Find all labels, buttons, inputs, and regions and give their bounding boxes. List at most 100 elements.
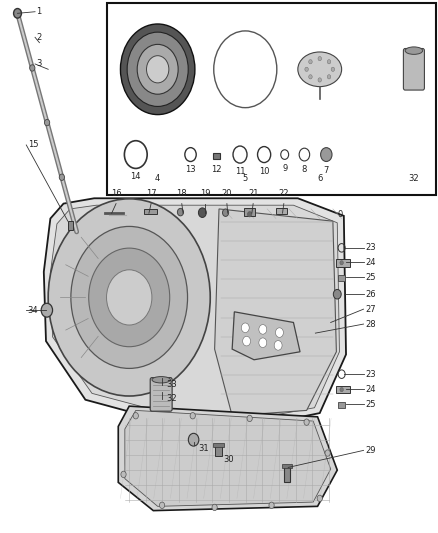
Text: 19: 19 bbox=[200, 189, 210, 198]
Circle shape bbox=[317, 495, 322, 502]
Circle shape bbox=[247, 415, 252, 422]
Circle shape bbox=[309, 75, 312, 79]
Circle shape bbox=[340, 387, 343, 392]
Circle shape bbox=[276, 328, 283, 337]
Circle shape bbox=[48, 199, 210, 396]
Text: 6: 6 bbox=[317, 174, 322, 183]
Circle shape bbox=[325, 450, 330, 456]
Bar bbox=[144, 209, 157, 214]
Bar bbox=[244, 208, 255, 216]
FancyBboxPatch shape bbox=[403, 49, 424, 90]
Text: 24: 24 bbox=[366, 385, 376, 393]
Circle shape bbox=[318, 78, 321, 82]
Text: 30: 30 bbox=[223, 455, 234, 464]
Polygon shape bbox=[44, 198, 346, 426]
Circle shape bbox=[212, 504, 217, 511]
Polygon shape bbox=[50, 205, 339, 418]
Circle shape bbox=[41, 303, 53, 317]
Bar bbox=[276, 208, 287, 214]
Circle shape bbox=[318, 56, 321, 61]
Text: 28: 28 bbox=[366, 320, 376, 328]
Text: 33: 33 bbox=[166, 381, 177, 389]
Circle shape bbox=[243, 336, 251, 346]
Ellipse shape bbox=[405, 47, 423, 54]
Circle shape bbox=[188, 433, 199, 446]
Circle shape bbox=[305, 67, 308, 71]
Text: 26: 26 bbox=[366, 290, 376, 298]
Circle shape bbox=[198, 208, 206, 217]
Circle shape bbox=[146, 56, 169, 83]
Circle shape bbox=[137, 44, 178, 94]
Text: 27: 27 bbox=[366, 305, 376, 313]
Text: 0: 0 bbox=[337, 210, 343, 219]
Circle shape bbox=[327, 75, 331, 79]
Polygon shape bbox=[125, 410, 331, 506]
Bar bbox=[282, 464, 292, 468]
Circle shape bbox=[259, 325, 267, 334]
Circle shape bbox=[340, 261, 343, 265]
Text: 11: 11 bbox=[235, 167, 245, 176]
Text: 25: 25 bbox=[366, 400, 376, 408]
Circle shape bbox=[120, 24, 195, 115]
Circle shape bbox=[309, 60, 312, 64]
Bar bbox=[336, 259, 350, 266]
Text: 31: 31 bbox=[198, 445, 208, 453]
Text: 23: 23 bbox=[366, 370, 376, 378]
Text: 2: 2 bbox=[36, 33, 42, 42]
Circle shape bbox=[327, 60, 331, 64]
Circle shape bbox=[30, 65, 35, 71]
Circle shape bbox=[190, 413, 195, 419]
Circle shape bbox=[247, 212, 252, 217]
Text: 13: 13 bbox=[185, 165, 196, 174]
Circle shape bbox=[223, 209, 229, 216]
Text: 7: 7 bbox=[324, 166, 329, 175]
Text: 34: 34 bbox=[28, 306, 38, 314]
Text: 12: 12 bbox=[212, 165, 222, 174]
Text: 18: 18 bbox=[177, 189, 187, 198]
Text: 14: 14 bbox=[131, 172, 141, 181]
Text: 21: 21 bbox=[248, 189, 258, 198]
Bar bbox=[336, 386, 350, 393]
Text: 16: 16 bbox=[111, 189, 121, 198]
Circle shape bbox=[159, 502, 165, 508]
Circle shape bbox=[333, 289, 341, 299]
Circle shape bbox=[71, 227, 187, 368]
Bar bbox=[68, 221, 73, 230]
Circle shape bbox=[331, 67, 335, 71]
Bar bbox=[213, 443, 224, 447]
Circle shape bbox=[241, 323, 249, 333]
Text: 5: 5 bbox=[243, 174, 248, 183]
Text: 15: 15 bbox=[28, 141, 38, 149]
Text: 20: 20 bbox=[222, 189, 232, 198]
Bar bbox=[215, 445, 222, 456]
Polygon shape bbox=[215, 209, 336, 416]
Text: 1: 1 bbox=[36, 7, 42, 16]
Circle shape bbox=[177, 208, 184, 216]
Text: 24: 24 bbox=[366, 258, 376, 266]
Text: 4: 4 bbox=[155, 174, 160, 183]
Circle shape bbox=[304, 419, 309, 425]
Text: 3: 3 bbox=[36, 60, 42, 68]
Bar bbox=[338, 402, 345, 408]
Circle shape bbox=[44, 119, 49, 126]
Bar bbox=[107, 3, 436, 195]
Bar bbox=[213, 153, 220, 159]
Polygon shape bbox=[118, 406, 337, 511]
Text: 22: 22 bbox=[279, 189, 289, 198]
Text: 25: 25 bbox=[366, 273, 376, 281]
Text: 29: 29 bbox=[366, 446, 376, 455]
Ellipse shape bbox=[152, 376, 170, 383]
Text: 8: 8 bbox=[302, 165, 307, 174]
Circle shape bbox=[269, 502, 274, 508]
Text: 23: 23 bbox=[366, 244, 376, 252]
Circle shape bbox=[321, 148, 332, 161]
Polygon shape bbox=[232, 312, 300, 360]
Bar bbox=[338, 275, 345, 281]
Circle shape bbox=[106, 270, 152, 325]
Circle shape bbox=[121, 471, 126, 478]
Bar bbox=[284, 466, 290, 482]
Text: 10: 10 bbox=[259, 167, 269, 176]
Circle shape bbox=[127, 32, 188, 107]
Text: 32: 32 bbox=[166, 394, 177, 403]
Circle shape bbox=[14, 9, 21, 18]
